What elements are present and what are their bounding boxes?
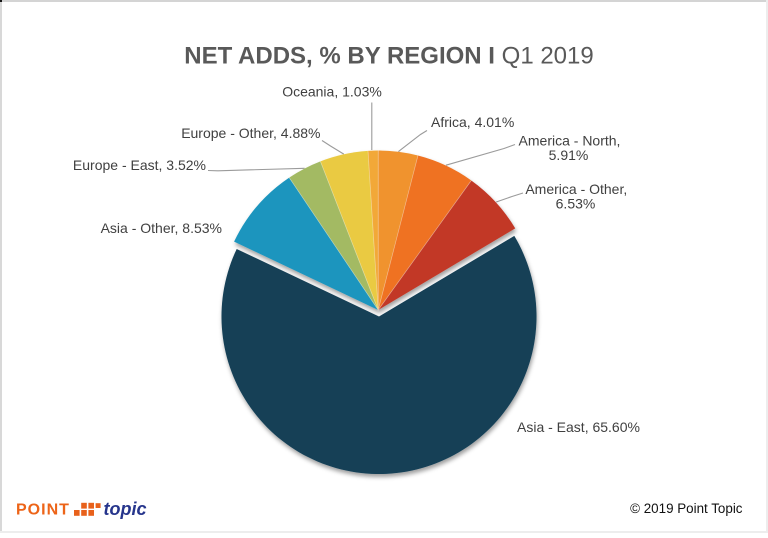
svg-text:5.91%: 5.91%: [549, 147, 589, 163]
svg-text:Europe - Other, 4.88%: Europe - Other, 4.88%: [181, 125, 320, 141]
svg-text:topic: topic: [104, 499, 147, 519]
svg-text:NET ADDS, % BY REGION I Q1 201: NET ADDS, % BY REGION I Q1 2019: [184, 43, 593, 70]
svg-text:Africa, 4.01%: Africa, 4.01%: [431, 114, 514, 130]
svg-text:Europe - East, 3.52%: Europe - East, 3.52%: [73, 157, 206, 173]
svg-text:© 2019 Point Topic: © 2019 Point Topic: [630, 501, 743, 516]
svg-text:Oceania, 1.03%: Oceania, 1.03%: [282, 84, 382, 100]
svg-text:America - North,: America - North,: [519, 132, 621, 148]
svg-text:6.53%: 6.53%: [556, 196, 596, 212]
svg-text:America - Other,: America - Other,: [525, 181, 627, 197]
svg-text:Asia - Other, 8.53%: Asia - Other, 8.53%: [101, 220, 222, 236]
svg-text:Asia - East, 65.60%: Asia - East, 65.60%: [517, 419, 640, 435]
svg-text:POINT: POINT: [16, 502, 70, 519]
